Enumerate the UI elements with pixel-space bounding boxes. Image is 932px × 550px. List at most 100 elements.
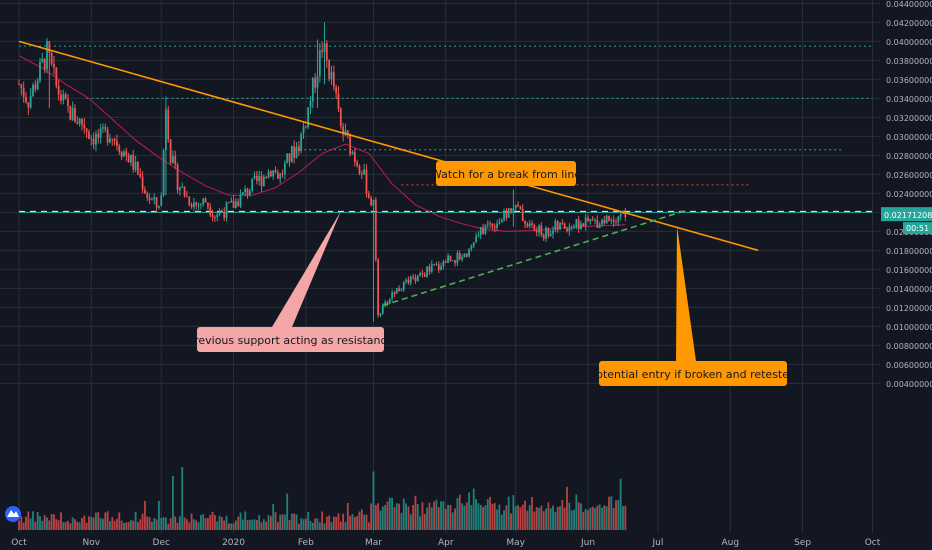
volume-bar (39, 516, 41, 530)
volume-bar (349, 515, 352, 530)
volume-bar (48, 520, 51, 530)
volume-bar (449, 505, 452, 530)
volume-bar (78, 522, 81, 530)
candle-body (353, 152, 356, 163)
candle-body (402, 281, 405, 290)
volume-bar (43, 515, 46, 530)
candle-body (106, 129, 109, 143)
y-tick-label: 0.04200000 (886, 19, 932, 28)
volume-bar (547, 502, 550, 530)
candle-body (381, 305, 384, 314)
y-tick-label: 0.01400000 (886, 285, 932, 294)
volume-bar (594, 507, 596, 530)
candle-body (281, 173, 284, 175)
volume-bar (353, 516, 356, 530)
candle-body (386, 302, 389, 304)
volume-bar (199, 514, 202, 530)
volume-bar (206, 518, 209, 530)
volume-bar (64, 521, 67, 530)
candle-body (580, 223, 582, 230)
volume-bar (475, 499, 477, 530)
volume-bar (538, 507, 540, 530)
candle-body (283, 162, 286, 175)
candle-body (619, 214, 622, 217)
volume-bar (253, 519, 256, 530)
volume-bar (186, 519, 188, 530)
candle-body (127, 155, 130, 163)
candle-body (186, 196, 188, 197)
candle-body (153, 197, 156, 200)
candle-body (85, 128, 88, 132)
candle-body (612, 220, 615, 222)
volume-bar (81, 518, 83, 530)
volume-bar (134, 511, 137, 530)
volume-bar (386, 501, 389, 530)
volume-bar (496, 509, 498, 530)
volume-bar (148, 517, 151, 530)
volume-bar (290, 513, 293, 530)
candle-body (169, 139, 172, 163)
candlesticks (18, 22, 627, 322)
candle-body (519, 206, 522, 209)
candle-body (316, 76, 319, 88)
logo-icon[interactable] (5, 506, 21, 522)
volume-bar (281, 514, 284, 530)
candle-body (41, 58, 44, 62)
candle-body (274, 170, 277, 173)
volume-bar (95, 512, 97, 530)
volume-bar (111, 517, 114, 530)
volume-bar (255, 519, 258, 530)
volume-bar (484, 505, 487, 530)
candle-body (304, 126, 307, 128)
volume-bar (563, 507, 566, 530)
y-tick-label: 0.01000000 (886, 323, 932, 332)
x-tick-label: Jun (580, 538, 595, 548)
candle-body (456, 252, 459, 264)
y-tick-label: 0.02600000 (886, 171, 932, 180)
volume-bar (120, 520, 123, 530)
candle-body (554, 220, 557, 231)
candle-body (444, 261, 447, 263)
candle-body (57, 85, 60, 95)
candle-body (549, 233, 552, 236)
price-axis-panel[interactable] (880, 0, 932, 533)
candle-body (479, 227, 482, 236)
volume-bar (622, 505, 624, 530)
candle-body (295, 146, 298, 158)
candle-body (176, 164, 179, 191)
volume-bar (521, 504, 524, 530)
volume-bar (239, 512, 242, 530)
time-axis-panel[interactable] (0, 533, 932, 550)
candle-body (393, 292, 396, 294)
volume-bar (603, 505, 606, 530)
candle-body (211, 214, 214, 218)
volume-bar (85, 522, 88, 530)
candle-body (367, 193, 370, 198)
y-tick-label: 0.03800000 (886, 57, 932, 66)
candle-body (118, 146, 121, 153)
price-axis: 0.00400000 0.00600000 0.00800000 0.01000000… (886, 0, 932, 389)
candle-body (39, 61, 41, 82)
volume-bar (610, 496, 613, 530)
candle-body (414, 277, 417, 282)
candle-body (130, 154, 132, 163)
volume-bar (76, 521, 79, 530)
volume-bar (267, 515, 270, 530)
candle-body (300, 133, 303, 152)
candle-body (377, 259, 380, 316)
volume-bar (109, 521, 111, 530)
volume-bar (388, 497, 391, 530)
volume-bar (209, 514, 212, 530)
candle-body (510, 208, 512, 213)
candle-body (307, 107, 310, 128)
candle-body (496, 223, 498, 228)
candle-body (617, 216, 620, 223)
volume-bar (174, 516, 177, 530)
volume-bar (512, 495, 515, 530)
volume-bar (374, 504, 377, 530)
candle-body (162, 150, 165, 196)
volume-bar (307, 511, 310, 530)
volume-bar (113, 520, 116, 530)
callout-box (599, 361, 787, 386)
